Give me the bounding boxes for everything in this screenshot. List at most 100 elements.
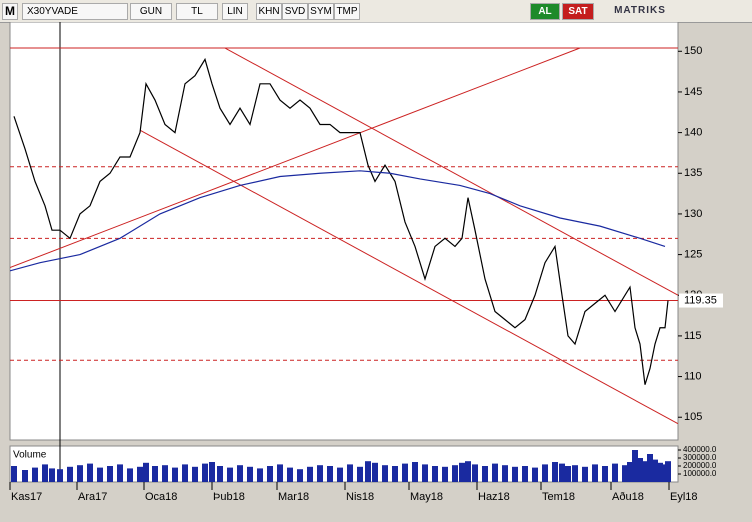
toolbar-button[interactable]: GUN xyxy=(130,3,172,20)
last-price-label: 119.35 xyxy=(684,294,717,306)
volume-bar xyxy=(67,466,73,482)
volume-bar xyxy=(209,462,215,482)
volume-bar xyxy=(465,461,471,482)
volume-bar xyxy=(42,464,48,482)
trend-line xyxy=(224,47,678,296)
volume-bar xyxy=(297,469,303,482)
toolbar-button[interactable]: SYM xyxy=(308,3,334,20)
x-tick-label: Þub18 xyxy=(213,491,245,503)
volume-bar xyxy=(182,464,188,482)
volume-bar xyxy=(287,467,293,482)
x-tick-label: Oca18 xyxy=(145,491,177,503)
volume-bar xyxy=(87,463,93,482)
x-tick-label: Mar18 xyxy=(278,491,309,503)
volume-bar xyxy=(11,466,17,482)
y-tick-label: 105 xyxy=(684,411,702,423)
plot-clip xyxy=(10,47,678,425)
x-tick-label: Haz18 xyxy=(478,491,510,503)
volume-bar xyxy=(412,462,418,482)
toolbar-button[interactable]: KHN xyxy=(256,3,282,20)
volume-bar xyxy=(327,466,333,482)
volume-bar xyxy=(592,464,598,482)
y-tick-label: 140 xyxy=(684,127,702,139)
volume-bar xyxy=(127,468,133,482)
x-tick-label: Kas17 xyxy=(11,491,42,503)
volume-bar xyxy=(622,465,628,482)
last-price-box xyxy=(679,293,723,308)
volume-bar xyxy=(117,464,123,482)
volume-bar xyxy=(512,466,518,482)
chart: Volume 105110115120125130135140145150Kas… xyxy=(9,22,723,503)
volume-bar xyxy=(247,466,253,482)
brand: MATRIKS xyxy=(614,5,666,16)
volume-bar xyxy=(97,467,103,482)
moving-average xyxy=(10,170,666,272)
toolbar-button[interactable]: TL xyxy=(176,3,218,20)
volume-bar xyxy=(227,467,233,482)
volume-bar xyxy=(162,465,168,482)
volume-bar xyxy=(237,465,243,482)
buy-button[interactable]: AL xyxy=(530,3,560,20)
volume-bar xyxy=(402,463,408,482)
plot-area xyxy=(9,22,679,441)
x-tick-label: Aðu18 xyxy=(612,491,644,503)
symbol[interactable]: X30YVADE xyxy=(22,3,128,20)
volume-bar xyxy=(637,458,643,482)
volume-bar xyxy=(502,465,508,482)
volume-bar xyxy=(442,466,448,482)
toolbar-button[interactable]: SVD xyxy=(282,3,308,20)
volume-bar xyxy=(172,467,178,482)
volume-bar xyxy=(357,466,363,482)
volume-bar xyxy=(452,465,458,482)
volume-tick-label: 200000.0 xyxy=(683,461,717,470)
y-tick-label: 130 xyxy=(684,208,702,220)
volume-bar xyxy=(559,463,565,482)
volume-bar xyxy=(267,466,273,482)
volume-bar xyxy=(337,467,343,482)
volume-tick-label: 100000.0 xyxy=(683,469,717,478)
volume-bar xyxy=(49,468,55,482)
volume-bar xyxy=(582,466,588,482)
trend-line xyxy=(10,47,581,269)
x-tick-label: Ara17 xyxy=(78,491,107,503)
y-tick-label: 145 xyxy=(684,86,702,98)
toolbar-button[interactable]: LIN xyxy=(222,3,248,20)
volume-bar xyxy=(665,461,671,482)
volume-bar xyxy=(307,466,313,482)
volume-bar xyxy=(472,464,478,482)
toolbar: M X30YVADE GUN TL LIN KHN SVD SYM TMP AL SAT M… xyxy=(0,0,752,23)
volume-bar xyxy=(542,464,548,482)
volume-bar xyxy=(57,469,63,482)
volume-bar xyxy=(612,463,618,482)
volume-bar xyxy=(137,466,143,482)
volume-bar xyxy=(192,466,198,482)
volume-bar xyxy=(382,465,388,482)
volume-bar xyxy=(532,467,538,482)
volume-bar xyxy=(143,462,149,482)
volume-bar xyxy=(347,464,353,482)
x-tick-label: Eyl18 xyxy=(670,491,698,503)
volume-bar xyxy=(202,463,208,482)
volume-bar xyxy=(652,459,658,482)
volume-bar xyxy=(657,462,663,482)
y-tick-label: 135 xyxy=(684,167,702,179)
volume-bar xyxy=(32,467,38,482)
volume-bar xyxy=(372,462,378,482)
x-tick-label: Tem18 xyxy=(542,491,575,503)
volume-bar xyxy=(565,466,571,482)
volume-bar xyxy=(152,466,158,482)
sell-button[interactable]: SAT xyxy=(562,3,594,20)
volume-bar xyxy=(602,466,608,482)
volume-tick-label: 300000.0 xyxy=(683,453,717,462)
logo[interactable]: M xyxy=(2,3,18,20)
volume-bar xyxy=(627,462,633,482)
volume-bar xyxy=(632,450,638,482)
volume-bar xyxy=(317,465,323,482)
volume-bar xyxy=(552,462,558,482)
x-tick-label: Nis18 xyxy=(346,491,374,503)
volume-bar xyxy=(77,465,83,482)
volume-bar xyxy=(482,466,488,482)
x-tick-label: May18 xyxy=(410,491,443,503)
toolbar-button[interactable]: TMP xyxy=(334,3,360,20)
